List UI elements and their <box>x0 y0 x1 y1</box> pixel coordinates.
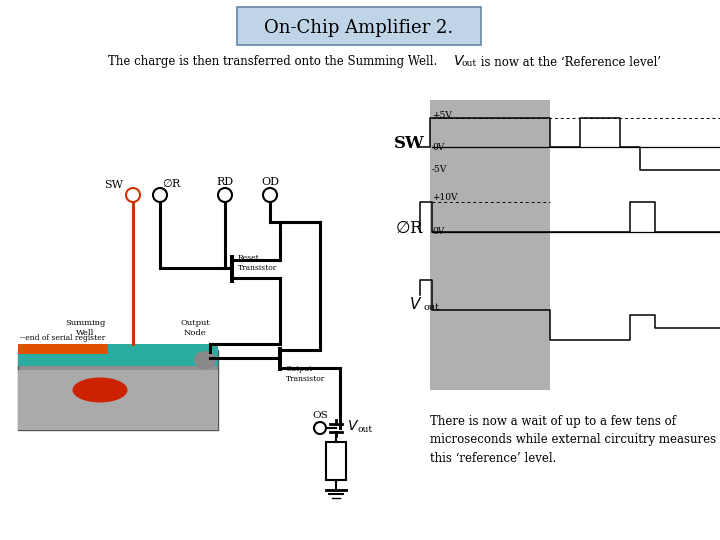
Text: Reset
Transistor: Reset Transistor <box>238 254 277 272</box>
Text: $V$: $V$ <box>409 296 422 312</box>
FancyBboxPatch shape <box>237 7 481 45</box>
Text: -5V: -5V <box>432 165 447 174</box>
Text: out: out <box>424 303 440 313</box>
Bar <box>326 442 346 480</box>
Text: Summing
Well: Summing Well <box>65 319 105 336</box>
Circle shape <box>218 188 232 202</box>
Text: out: out <box>357 426 372 435</box>
Text: $V$: $V$ <box>453 54 465 68</box>
Text: Output
Node: Output Node <box>180 319 210 336</box>
Text: --end of serial register: --end of serial register <box>20 334 105 342</box>
Text: There is now a wait of up to a few tens of
microseconds while external circuitry: There is now a wait of up to a few tens … <box>430 415 716 465</box>
Text: OD: OD <box>261 177 279 187</box>
Text: 0V: 0V <box>432 227 444 237</box>
Text: RD: RD <box>217 177 233 187</box>
Bar <box>18 344 108 354</box>
Bar <box>430 100 550 390</box>
Text: +5V: +5V <box>432 111 452 119</box>
Bar <box>18 370 218 430</box>
Text: On-Chip Amplifier 2.: On-Chip Amplifier 2. <box>264 19 454 37</box>
Text: +10V: +10V <box>432 193 457 202</box>
Circle shape <box>153 188 167 202</box>
Text: Output
Transistor: Output Transistor <box>286 366 325 383</box>
Text: $V$: $V$ <box>347 419 359 433</box>
Bar <box>18 350 218 430</box>
Text: The charge is then transferred onto the Summing Well.: The charge is then transferred onto the … <box>108 56 441 69</box>
Text: is now at the ‘Reference level’: is now at the ‘Reference level’ <box>477 56 661 69</box>
Circle shape <box>126 188 140 202</box>
Text: $\emptyset$R: $\emptyset$R <box>395 219 424 237</box>
Text: 0V: 0V <box>432 143 444 152</box>
Text: SW: SW <box>104 180 123 190</box>
Text: out: out <box>462 59 477 69</box>
Bar <box>230 255 234 283</box>
Text: SW: SW <box>395 134 425 152</box>
Bar <box>278 347 282 371</box>
Bar <box>108 344 218 354</box>
Bar <box>18 350 218 366</box>
Ellipse shape <box>73 377 127 402</box>
Circle shape <box>263 188 277 202</box>
Text: $\emptyset$R: $\emptyset$R <box>162 177 182 189</box>
Ellipse shape <box>194 351 216 369</box>
Text: OS: OS <box>312 411 328 421</box>
Circle shape <box>314 422 326 434</box>
